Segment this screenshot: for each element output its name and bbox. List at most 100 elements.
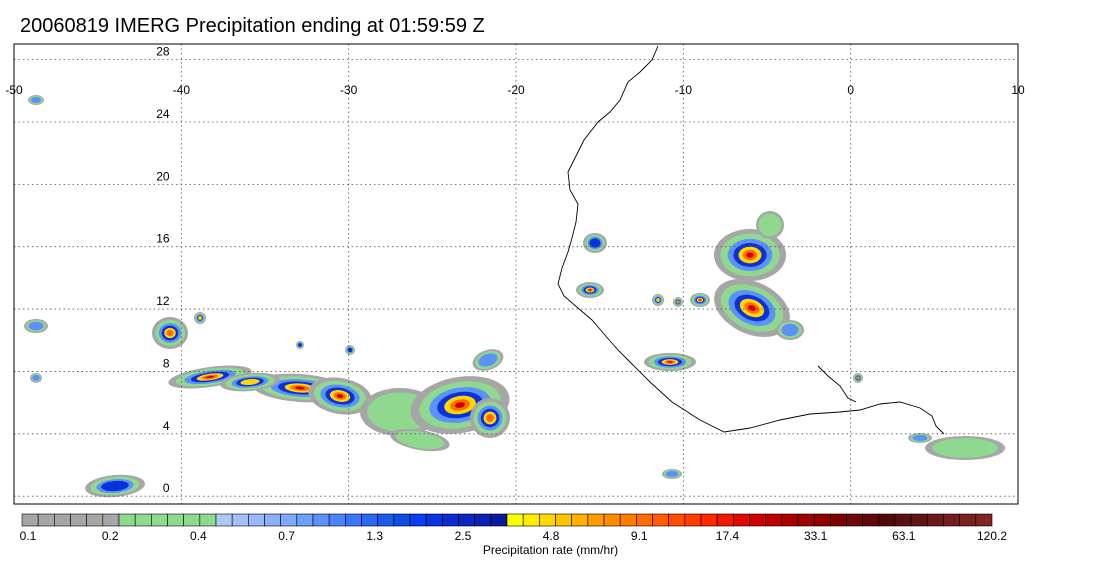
precip-cell [912, 434, 928, 442]
precip-cell [336, 394, 344, 398]
colorbar-tick-label: 0.1 [20, 529, 37, 543]
colorbar-swatch [393, 513, 411, 527]
precip-cell [101, 480, 129, 492]
colorbar-swatch [555, 513, 572, 527]
colorbar-swatch [490, 513, 508, 527]
precip-cell [240, 379, 260, 385]
precip-cell [699, 299, 701, 301]
colorbar-swatch [377, 513, 395, 527]
colorbar-swatch [409, 513, 427, 527]
colorbar-swatch [716, 513, 734, 527]
colorbar-swatch [183, 513, 201, 527]
colorbar-tick-label: 4.8 [543, 529, 560, 543]
lat-tick-label: 24 [156, 107, 170, 121]
lat-tick-label: 4 [163, 419, 170, 433]
colorbar-swatch [506, 513, 524, 527]
precip-cell [198, 316, 202, 320]
lat-tick-label: 20 [156, 169, 170, 183]
precip-cell [298, 343, 302, 347]
colorbar-tick-label: 17.4 [716, 529, 740, 543]
precip-cell [589, 238, 601, 248]
precip-cell [677, 301, 679, 303]
colorbar-swatch [587, 513, 605, 527]
lon-tick-label: -10 [675, 83, 693, 97]
colorbar-swatch [684, 513, 702, 527]
colorbar-tick-label: 63.1 [892, 529, 916, 543]
colorbar-swatch [781, 513, 799, 527]
colorbar-swatch [264, 513, 281, 527]
colorbar-swatch [539, 513, 556, 527]
precip-cell [746, 252, 754, 258]
colorbar-tick-label: 33.1 [804, 529, 828, 543]
colorbar-swatch [668, 513, 686, 527]
colorbar-swatch [975, 513, 993, 527]
lat-tick-label: 0 [163, 481, 170, 495]
colorbar-tick-label: 0.7 [278, 529, 295, 543]
colorbar-swatch [248, 513, 265, 527]
precip-cell [758, 213, 782, 237]
colorbar-swatch [813, 513, 831, 527]
colorbar-swatch [636, 513, 653, 527]
precip-cell [31, 96, 41, 104]
colorbar-swatch [959, 513, 977, 527]
colorbar-swatch [571, 513, 589, 527]
colorbar-swatch [522, 513, 540, 527]
colorbar-swatch [894, 513, 912, 527]
colorbar-swatch [878, 513, 896, 527]
colorbar-swatch [21, 513, 39, 527]
lat-tick-label: 16 [156, 232, 170, 246]
colorbar-swatch [312, 513, 330, 527]
colorbar-tick-label: 9.1 [631, 529, 648, 543]
coastline-gulf [817, 365, 857, 403]
axis-labels: -50 -40 -30 -20 -10 0 10 28 24 20 16 12 8 4 0 [5, 45, 1025, 496]
colorbar-swatch [603, 513, 621, 527]
colorbar-swatch [619, 513, 637, 527]
colorbar-swatch [86, 513, 104, 527]
colorbar-tick-label: 120.2 [977, 529, 1007, 543]
colorbar-swatch [830, 513, 847, 527]
precip-cell [32, 374, 40, 382]
lon-tick-label: -50 [5, 83, 23, 97]
coastline-west-africa [557, 45, 945, 435]
precip-cell [205, 375, 215, 379]
plot-frame [13, 43, 1019, 505]
colorbar-swatch [231, 513, 249, 527]
colorbar-swatch [846, 513, 863, 527]
colorbar-swatch [474, 513, 492, 527]
coastline [557, 45, 945, 435]
precip-cell [932, 438, 998, 458]
grid-lines [14, 44, 1018, 504]
precip-cell [656, 298, 660, 302]
colorbar-label: Precipitation rate (mm/hr) [482, 543, 619, 557]
lon-tick-label: 0 [847, 83, 854, 97]
colorbar-swatch [345, 513, 362, 527]
colorbar-swatch [749, 513, 766, 527]
colorbar-swatch [361, 513, 378, 527]
lon-tick-label: 10 [1011, 83, 1025, 97]
colorbar-swatch [151, 513, 168, 527]
precip-cell [667, 361, 673, 363]
precip-cell [395, 430, 445, 450]
colorbar-swatch [199, 513, 217, 527]
precip-cell [665, 470, 679, 478]
colorbar-swatch [425, 513, 443, 527]
precip-cell [478, 353, 498, 367]
colorbar-swatch [700, 513, 718, 527]
precip-cell [857, 377, 859, 379]
colorbar-swatch [927, 513, 944, 527]
colorbar-swatch [652, 513, 669, 527]
colorbar-swatch [765, 513, 783, 527]
colorbar-swatch [102, 513, 120, 527]
colorbar-swatch [70, 513, 87, 527]
colorbar-swatch [943, 513, 960, 527]
precip-cell [588, 289, 592, 291]
colorbar-swatch [442, 513, 459, 527]
colorbar-tick-label: 0.2 [102, 529, 119, 543]
precip-cell [166, 329, 174, 337]
colorbar-swatch [910, 513, 928, 527]
colorbar-swatch [37, 513, 55, 527]
colorbar-swatch [215, 513, 233, 527]
lat-tick-label: 12 [156, 294, 170, 308]
precip-cell [28, 321, 44, 331]
